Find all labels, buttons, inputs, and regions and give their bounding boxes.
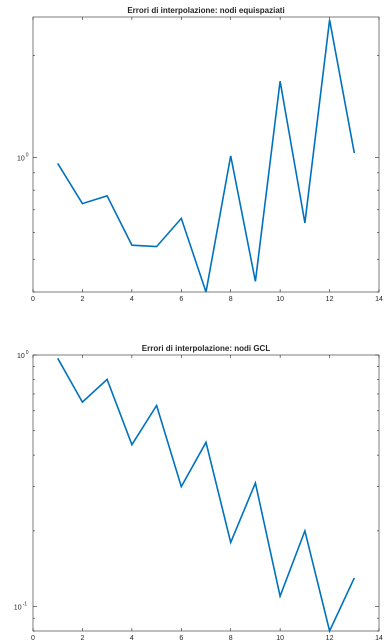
x-tick-label: 8: [229, 635, 233, 642]
x-tick-label: 12: [326, 635, 334, 642]
chart-equispaced: Errori di interpolazione: nodi equispazi…: [17, 6, 383, 303]
x-tick-label: 4: [130, 296, 134, 303]
x-tick-label: 8: [229, 296, 233, 303]
x-tick-label: 0: [31, 296, 35, 303]
y-tick-exponent: -1: [23, 602, 28, 608]
y-tick-label: 10: [17, 155, 25, 162]
x-tick-label: 2: [80, 635, 84, 642]
x-tick-label: 14: [375, 296, 383, 303]
x-tick-label: 10: [276, 635, 284, 642]
y-tick-label: 10: [14, 605, 22, 612]
x-tick-label: 6: [179, 296, 183, 303]
x-tick-label: 2: [80, 296, 84, 303]
chart-title: Errori di interpolazione: nodi equispazi…: [127, 6, 284, 15]
x-tick-label: 0: [31, 635, 35, 642]
x-tick-label: 14: [375, 635, 383, 642]
x-tick-label: 4: [130, 635, 134, 642]
plot-frame: [32, 16, 380, 293]
chart-gcl: Errori di interpolazione: nodi GCL 0 2 4 6 8…: [14, 344, 383, 642]
x-tick-label: 6: [179, 635, 183, 642]
plot-frame: [32, 354, 380, 632]
series-line: [57, 357, 356, 634]
y-tick-exponent: 0: [26, 350, 29, 356]
x-tick-label: 10: [276, 296, 284, 303]
x-tick-label: 12: [326, 296, 334, 303]
series-line: [57, 19, 356, 293]
y-tick-exponent: 0: [26, 152, 29, 158]
y-tick-label: 10: [17, 353, 25, 360]
chart-title: Errori di interpolazione: nodi GCL: [142, 344, 271, 353]
